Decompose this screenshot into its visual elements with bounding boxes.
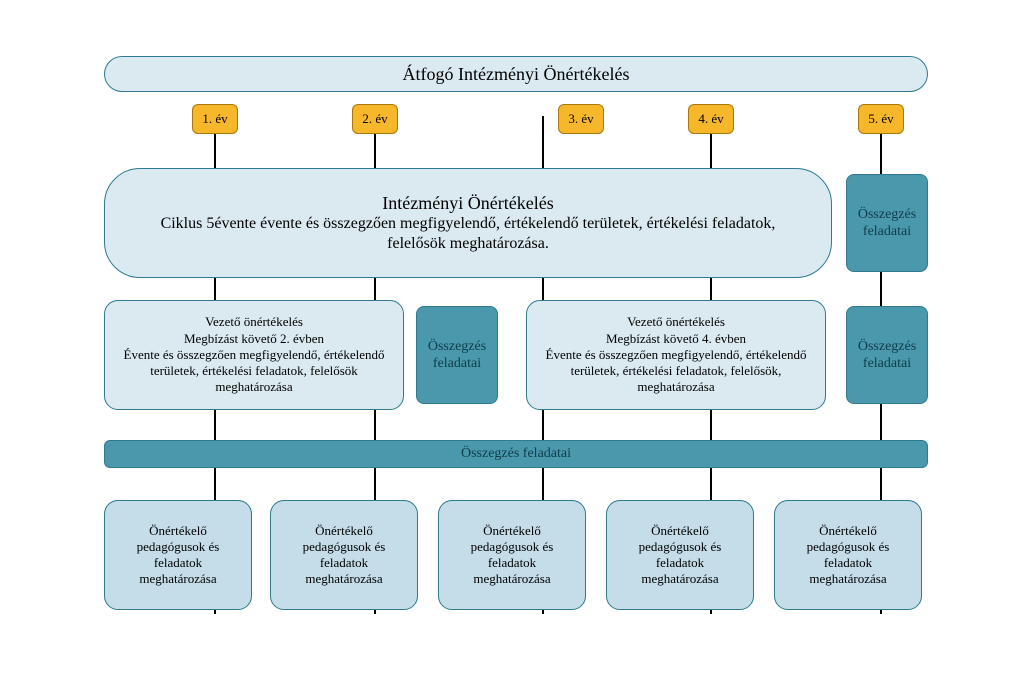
bottom-box-4: Önértékelő pedagógusok és feladatok megh… (606, 500, 754, 610)
year-label: 3. év (568, 111, 593, 127)
year-label: 1. év (202, 111, 227, 127)
summary-box-right-2: Összegzés feladatai (846, 306, 928, 404)
leader-subtitle: Megbízást követő 4. évben (541, 331, 811, 347)
leader-title: Vezető önértékelés (119, 314, 389, 330)
bottom-label: Önértékelő pedagógusok és feladatok megh… (105, 523, 251, 588)
year-label: 2. év (362, 111, 387, 127)
summary-strip: Összegzés feladatai (104, 440, 928, 468)
bottom-label: Önértékelő pedagógusok és feladatok megh… (271, 523, 417, 588)
year-label: 5. év (868, 111, 893, 127)
summary-label: feladatai (428, 355, 486, 373)
summary-strip-label: Összegzés feladatai (461, 445, 571, 463)
middle-title: Intézményi Önértékelés (153, 192, 783, 215)
leader-title: Vezető önértékelés (541, 314, 811, 330)
summary-label: Összegzés (858, 206, 916, 224)
bottom-label: Önértékelő pedagógusok és feladatok megh… (775, 523, 921, 588)
leader-self-evaluation-box-1: Vezető önértékelés Megbízást követő 2. é… (104, 300, 404, 410)
leader-self-evaluation-box-2: Vezető önértékelés Megbízást követő 4. é… (526, 300, 826, 410)
institutional-self-evaluation-box: Intézményi Önértékelés Ciklus 5évente év… (104, 168, 832, 278)
year-marker-1: 1. év (192, 104, 238, 134)
middle-body: Ciklus 5évente évente és összegzően megf… (153, 214, 783, 254)
summary-label: Összegzés (858, 338, 916, 356)
bottom-box-3: Önértékelő pedagógusok és feladatok megh… (438, 500, 586, 610)
year-label: 4. év (698, 111, 723, 127)
summary-label: Összegzés (428, 338, 486, 356)
summary-label: feladatai (858, 223, 916, 241)
bottom-label: Önértékelő pedagógusok és feladatok megh… (439, 523, 585, 588)
summary-label: feladatai (858, 355, 916, 373)
summary-box-right-1: Összegzés feladatai (846, 174, 928, 272)
leader-body: Évente és összegzően megfigyelendő, érté… (541, 347, 811, 396)
bottom-label: Önértékelő pedagógusok és feladatok megh… (607, 523, 753, 588)
leader-body: Évente és összegzően megfigyelendő, érté… (119, 347, 389, 396)
header-bar: Átfogó Intézményi Önértékelés (104, 56, 928, 92)
year-marker-5: 5. év (858, 104, 904, 134)
year-marker-2: 2. év (352, 104, 398, 134)
leader-subtitle: Megbízást követő 2. évben (119, 331, 389, 347)
year-marker-3: 3. év (558, 104, 604, 134)
year-marker-4: 4. év (688, 104, 734, 134)
bottom-box-2: Önértékelő pedagógusok és feladatok megh… (270, 500, 418, 610)
bottom-box-1: Önértékelő pedagógusok és feladatok megh… (104, 500, 252, 610)
bottom-box-5: Önértékelő pedagógusok és feladatok megh… (774, 500, 922, 610)
header-title: Átfogó Intézményi Önértékelés (403, 63, 630, 86)
summary-box-mid: Összegzés feladatai (416, 306, 498, 404)
